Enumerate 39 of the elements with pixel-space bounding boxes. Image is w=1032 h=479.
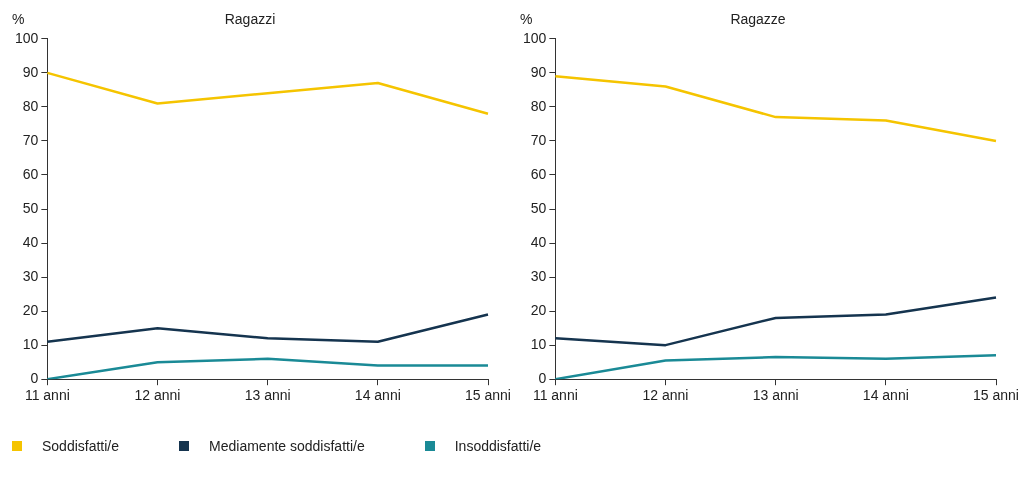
y-axis-title: % [520,11,533,27]
x-tick-label: 15 anni [973,387,1019,404]
y-tick-label: 10 [22,336,39,353]
y-tick-label: 60 [530,165,547,182]
legend-label: Insoddisfatti/e [454,438,542,454]
y-tick-label: 40 [22,233,39,250]
y-tick-label: 70 [530,131,547,148]
y-tick-label: 30 [530,267,547,284]
legend-label: Mediamente soddisfatti/e [209,438,365,454]
x-tick-label: 13 anni [244,387,291,404]
y-tick-label: 0 [538,370,547,387]
y-tick-label: 80 [22,97,39,114]
x-tick-label: 13 anni [752,387,799,404]
y-tick-label: 20 [22,301,39,318]
y-tick-label: 100 [523,29,547,46]
y-tick-label: 0 [30,370,39,387]
y-tick-label: 80 [530,97,547,114]
y-tick-label: 70 [22,131,39,148]
x-tick-label: 14 anni [354,387,401,404]
y-tick-label: 100 [15,29,39,46]
chart-title: Ragazze [730,11,786,28]
x-tick-label: 14 anni [862,387,909,404]
chart-title: Ragazzi [224,11,276,28]
x-tick-label: 15 anni [465,387,511,404]
y-tick-label: 50 [530,199,547,216]
y-tick-label: 40 [530,233,547,250]
x-tick-label: 11 anni [532,387,578,404]
y-tick-label: 90 [530,63,547,80]
legend-label: Soddisfatti/e [42,438,120,454]
y-axis-title: % [12,11,25,27]
y-tick-label: 30 [22,267,39,284]
y-tick-label: 50 [22,199,39,216]
x-tick-label: 12 anni [642,387,689,404]
y-tick-label: 60 [22,165,39,182]
x-tick-label: 12 anni [134,387,181,404]
x-tick-label: 11 anni [24,387,70,404]
y-tick-label: 10 [530,336,547,353]
y-tick-label: 20 [530,301,547,318]
y-tick-label: 90 [22,63,39,80]
